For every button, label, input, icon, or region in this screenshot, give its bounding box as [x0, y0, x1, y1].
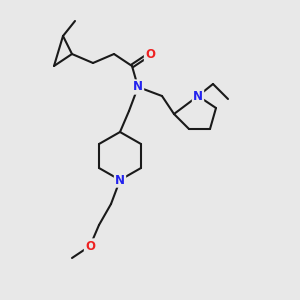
- Text: N: N: [133, 80, 143, 94]
- Text: O: O: [145, 47, 155, 61]
- Text: N: N: [193, 89, 203, 103]
- Text: O: O: [85, 239, 95, 253]
- Text: N: N: [115, 173, 125, 187]
